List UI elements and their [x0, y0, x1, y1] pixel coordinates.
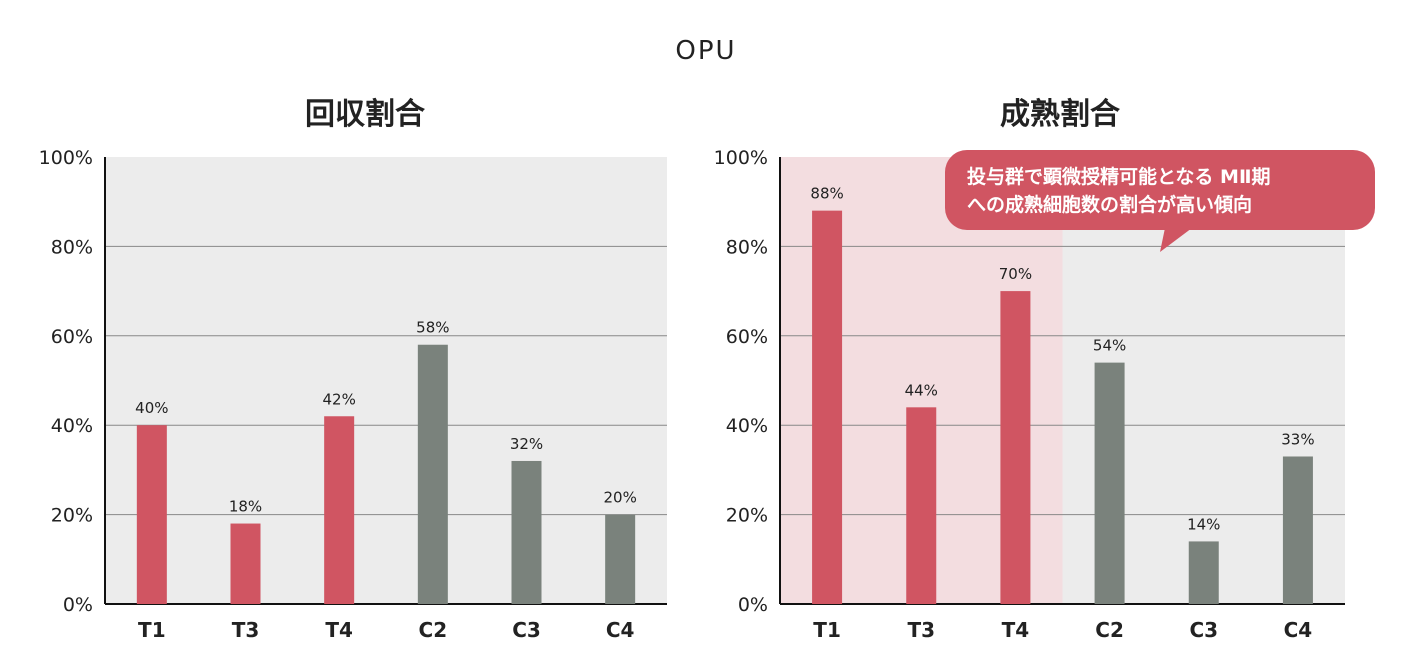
bar-c4: [1282, 456, 1313, 604]
bar-t1: [812, 210, 843, 604]
category-label: T4: [325, 618, 353, 642]
value-label: 14%: [1187, 515, 1220, 533]
value-label: 40%: [135, 399, 168, 417]
callout-box: [945, 150, 1375, 230]
category-label: T3: [232, 618, 260, 642]
y-tick-label: 100%: [39, 147, 93, 169]
value-label: 32%: [510, 435, 543, 453]
y-tick-label: 40%: [726, 415, 768, 437]
bar-c2: [417, 344, 448, 604]
y-tick-label: 60%: [726, 326, 768, 348]
y-tick-label: 20%: [51, 505, 93, 527]
value-label: 42%: [322, 390, 355, 408]
panel-title-1: 回収割合: [305, 97, 425, 132]
y-tick-label: 0%: [738, 594, 768, 616]
callout-text-line: への成熟細胞数の割合が高い傾向: [967, 193, 1252, 216]
category-label: C2: [1095, 618, 1124, 642]
value-label: 88%: [810, 185, 843, 203]
value-label: 54%: [1093, 337, 1126, 355]
bar-c2: [1094, 362, 1125, 604]
category-label: C4: [606, 618, 635, 642]
plot-background-1: [105, 157, 667, 604]
y-tick-label: 40%: [51, 415, 93, 437]
callout-pointer: [1160, 228, 1192, 252]
value-label: 70%: [999, 265, 1032, 283]
bar-t4: [1000, 291, 1031, 604]
callout-text-line: 投与群で顕微授精可能となる MⅡ期: [967, 165, 1270, 188]
value-label: 58%: [416, 319, 449, 337]
category-label: T1: [138, 618, 166, 642]
panel-title-2: 成熟割合: [1000, 97, 1120, 132]
y-tick-label: 80%: [726, 236, 768, 258]
y-tick-label: 100%: [714, 147, 768, 169]
category-label: T3: [907, 618, 935, 642]
value-label: 18%: [229, 498, 262, 516]
category-label: C3: [512, 618, 541, 642]
value-label: 44%: [905, 381, 938, 399]
category-label: T4: [1002, 618, 1030, 642]
main-title: OPU: [675, 36, 737, 66]
value-label: 33%: [1281, 430, 1314, 448]
category-label: T1: [813, 618, 841, 642]
y-tick-label: 0%: [63, 594, 93, 616]
y-tick-label: 20%: [726, 505, 768, 527]
y-tick-label: 60%: [51, 326, 93, 348]
bar-t3: [906, 407, 937, 604]
bar-t1: [136, 425, 167, 604]
bar-c3: [511, 460, 542, 604]
bar-c3: [1188, 541, 1219, 604]
bar-t3: [230, 523, 261, 604]
bar-c4: [605, 514, 636, 604]
category-label: C2: [419, 618, 448, 642]
bar-t4: [324, 416, 355, 604]
y-tick-label: 80%: [51, 236, 93, 258]
category-label: C3: [1189, 618, 1218, 642]
value-label: 20%: [603, 489, 636, 507]
category-label: C4: [1284, 618, 1313, 642]
